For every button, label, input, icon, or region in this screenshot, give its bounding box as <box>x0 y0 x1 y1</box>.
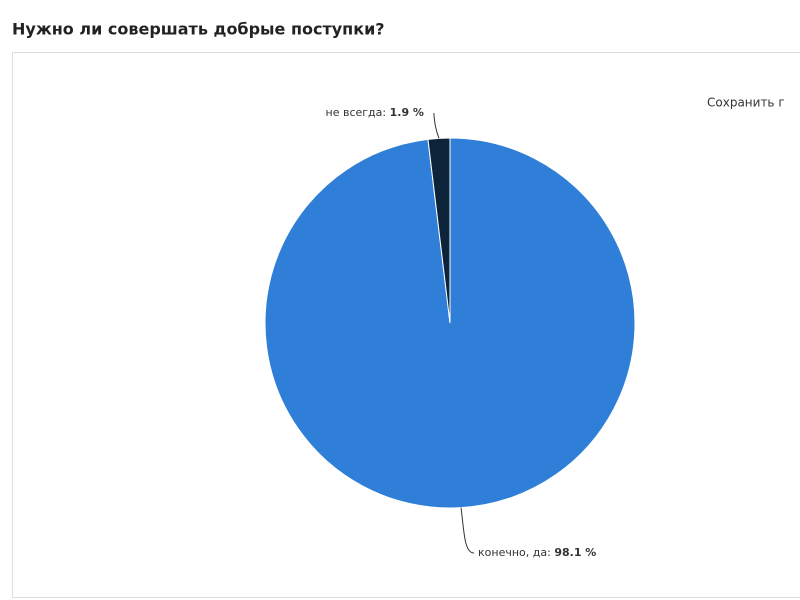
data-label: не всегда: 1.9 % <box>326 106 424 119</box>
pie <box>264 137 636 509</box>
separator: : <box>547 546 554 559</box>
separator: : <box>382 106 389 119</box>
connector <box>460 507 475 554</box>
chart-title: Нужно ли совершать добрые поступки? <box>12 20 385 39</box>
pie-slice <box>264 137 636 509</box>
pie-slice <box>427 137 451 324</box>
connector <box>433 112 440 139</box>
save-button[interactable]: Сохранить г <box>707 96 785 110</box>
label-name: конечно, да <box>478 546 547 559</box>
data-label: конечно, да: 98.1 % <box>478 546 596 559</box>
label-value: 1.9 % <box>390 106 424 119</box>
panel <box>12 52 800 598</box>
label-value: 98.1 % <box>554 546 596 559</box>
label-name: не всегда <box>326 106 383 119</box>
